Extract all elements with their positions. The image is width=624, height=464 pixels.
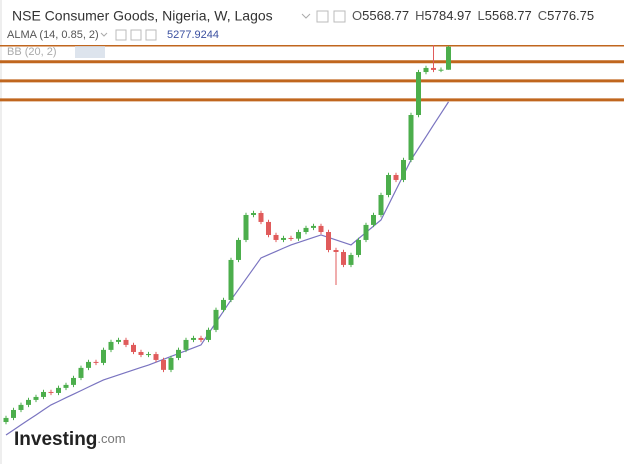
candle-body — [18, 404, 24, 410]
candle-body — [258, 212, 264, 222]
candle-body — [138, 351, 144, 355]
candle-body — [378, 194, 384, 215]
candle-body — [26, 399, 31, 405]
candle-body — [93, 361, 99, 363]
candle-body — [333, 250, 339, 252]
candle-body — [33, 396, 39, 400]
candle-body — [296, 232, 301, 239]
ohlc-readout: O5568.77 H5784.97 L5568.77 C5776.75 — [352, 8, 594, 23]
bb-label: BB (20, 2) — [7, 46, 57, 58]
candle-body — [251, 212, 256, 215]
settings-icon[interactable] — [333, 10, 346, 23]
candle-body — [408, 115, 414, 160]
settings-icon[interactable] — [130, 29, 142, 41]
candle-body — [213, 309, 219, 330]
logo-main: Investing — [14, 429, 97, 450]
dropdown-icon[interactable] — [301, 13, 311, 19]
candle-body — [438, 69, 444, 71]
bb-icons[interactable] — [75, 46, 105, 58]
alma-line — [5, 101, 450, 436]
ohlc-value: 5568.77 — [362, 8, 409, 23]
alma-value: 5277.9244 — [167, 29, 219, 41]
candle-body — [206, 329, 211, 340]
candle-body — [431, 67, 436, 70]
candle-body — [86, 361, 91, 368]
candle-body — [303, 227, 309, 232]
candle-body — [311, 225, 316, 228]
ohlc-value: 5568.77 — [485, 8, 532, 23]
candle-body — [393, 174, 399, 180]
candle-body — [356, 239, 361, 255]
candle-body — [228, 259, 234, 300]
candle-body — [386, 174, 391, 195]
candle-body — [48, 391, 54, 393]
candle-body — [123, 339, 129, 345]
candle-body — [348, 254, 354, 265]
candle-body — [161, 359, 166, 370]
candle-body — [78, 367, 84, 378]
candle-body — [281, 237, 286, 240]
candle-body — [243, 214, 249, 240]
logo-suffix: .com — [97, 431, 125, 446]
candle-body — [191, 337, 196, 340]
candle-body — [198, 337, 204, 340]
candle-body — [401, 159, 406, 180]
candle-body — [363, 224, 369, 240]
candle-body — [41, 391, 46, 397]
candle-body — [116, 339, 121, 342]
candle-body — [326, 232, 331, 251]
candle-body — [341, 251, 346, 265]
ohlc-letter: C — [538, 8, 547, 23]
eye-icon[interactable] — [316, 10, 329, 23]
candle-body — [318, 225, 324, 232]
candle-body — [131, 344, 136, 352]
alma-label: ALMA (14, 0.85, 2) — [7, 29, 99, 41]
dropdown-icon[interactable] — [100, 32, 108, 37]
ohlc-value: 5784.97 — [425, 8, 472, 23]
ohlc-value: 5776.75 — [547, 8, 594, 23]
candle-body — [11, 409, 16, 418]
candle-body — [288, 237, 294, 239]
candle-body — [266, 221, 271, 235]
candle-body — [168, 357, 174, 370]
candle-body — [146, 354, 151, 356]
chart-title: NSE Consumer Goods, Nigeria, W, Lagos — [12, 8, 273, 24]
candle-body — [183, 339, 189, 350]
header: NSE Consumer Goods, Nigeria, W, Lagos O5… — [7, 8, 594, 58]
candle-body — [176, 349, 181, 358]
candle-body — [3, 417, 9, 423]
logo: Investing.com — [14, 429, 126, 450]
ohlc-letter: H — [415, 8, 424, 23]
candle-body — [273, 234, 279, 240]
candle-body — [221, 299, 226, 310]
candle-body — [63, 384, 69, 388]
candle-body — [423, 67, 429, 73]
candle-body — [446, 46, 451, 70]
eye-icon[interactable] — [115, 29, 127, 41]
candle-body — [236, 239, 241, 260]
candle-body — [371, 214, 376, 225]
candle-body — [56, 387, 61, 393]
candle-body — [101, 349, 106, 363]
ohlc-letter: L — [478, 8, 485, 23]
candle-body — [71, 377, 76, 385]
close-icon[interactable] — [145, 29, 157, 41]
candle-body — [108, 341, 114, 350]
candle-body — [416, 72, 421, 116]
candle-body — [153, 354, 159, 360]
ohlc-letter: O — [352, 8, 362, 23]
